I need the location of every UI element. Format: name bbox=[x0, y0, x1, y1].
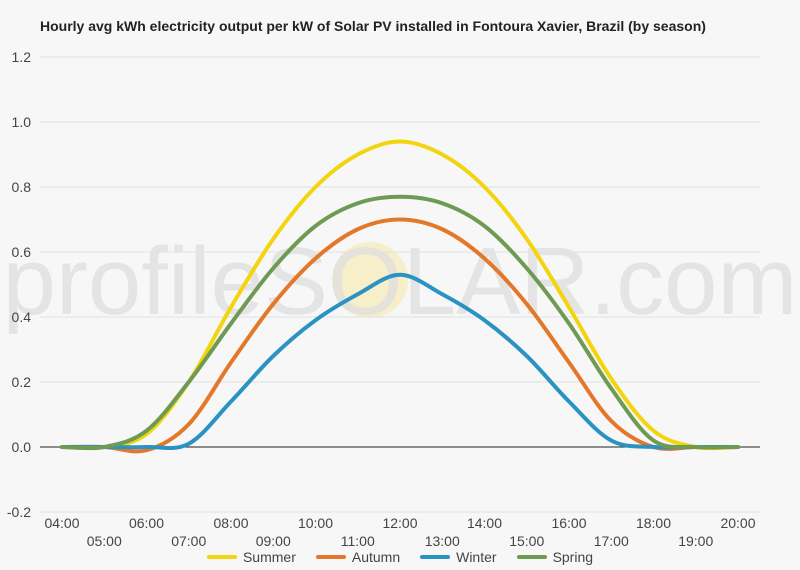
y-tick-label: 1.2 bbox=[12, 49, 32, 65]
y-tick-label: 1.0 bbox=[12, 114, 32, 130]
series-line-winter bbox=[60, 272, 740, 451]
legend-label: Summer bbox=[242, 549, 296, 565]
x-tick-label: 12:00 bbox=[382, 515, 417, 531]
x-tick-label: 17:00 bbox=[594, 533, 629, 549]
legend-item-winter[interactable]: Winter bbox=[420, 549, 497, 565]
x-tick-label: 14:00 bbox=[467, 515, 502, 531]
x-tick-label: 07:00 bbox=[171, 533, 206, 549]
x-tick-label: 08:00 bbox=[213, 515, 248, 531]
y-tick-label: 0.4 bbox=[12, 309, 32, 325]
x-tick-label: 04:00 bbox=[44, 515, 79, 531]
series-lines bbox=[60, 139, 740, 454]
legend-label: Winter bbox=[456, 549, 497, 565]
legend-swatch bbox=[420, 555, 451, 559]
x-tick-label: 13:00 bbox=[425, 533, 460, 549]
x-tick-label: 20:00 bbox=[720, 515, 755, 531]
x-tick-label: 06:00 bbox=[129, 515, 164, 531]
legend-swatch bbox=[206, 555, 237, 559]
legend-item-autumn[interactable]: Autumn bbox=[315, 549, 401, 565]
legend: Summer Autumn Winter Spring bbox=[0, 549, 800, 565]
legend-item-spring[interactable]: Spring bbox=[516, 549, 594, 565]
x-tick-label: 11:00 bbox=[341, 533, 375, 549]
x-tick-label: 18:00 bbox=[636, 515, 671, 531]
y-tick-label: 0.8 bbox=[12, 179, 32, 195]
chart-title: Hourly avg kWh electricity output per kW… bbox=[40, 18, 706, 34]
x-tick-label: 09:00 bbox=[256, 533, 291, 549]
legend-label: Autumn bbox=[351, 549, 401, 565]
y-tick-label: 0.0 bbox=[12, 439, 32, 455]
x-tick-label: 15:00 bbox=[509, 533, 544, 549]
watermark: profileSOLAR.com bbox=[3, 228, 798, 335]
watermark-text: profileSOLAR.com bbox=[3, 228, 798, 335]
x-tick-label: 05:00 bbox=[87, 533, 122, 549]
x-tick-label: 10:00 bbox=[298, 515, 333, 531]
legend-label: Spring bbox=[552, 549, 594, 565]
x-tick-label: 19:00 bbox=[678, 533, 713, 549]
legend-swatch bbox=[516, 555, 547, 559]
legend-swatch bbox=[315, 555, 346, 559]
x-tick-label: 16:00 bbox=[551, 515, 586, 531]
y-tick-label: -0.2 bbox=[7, 504, 31, 520]
y-tick-label: 0.6 bbox=[12, 244, 32, 260]
axis-labels: -0.2 0.0 0.2 0.4 0.6 0.8 1.0 1.2 04:00 05:00 06:00… bbox=[7, 49, 756, 549]
legend-item-summer[interactable]: Summer bbox=[206, 549, 296, 565]
y-tick-label: 0.2 bbox=[12, 374, 32, 390]
series-line-autumn bbox=[60, 217, 740, 454]
series-line-spring bbox=[60, 194, 740, 451]
